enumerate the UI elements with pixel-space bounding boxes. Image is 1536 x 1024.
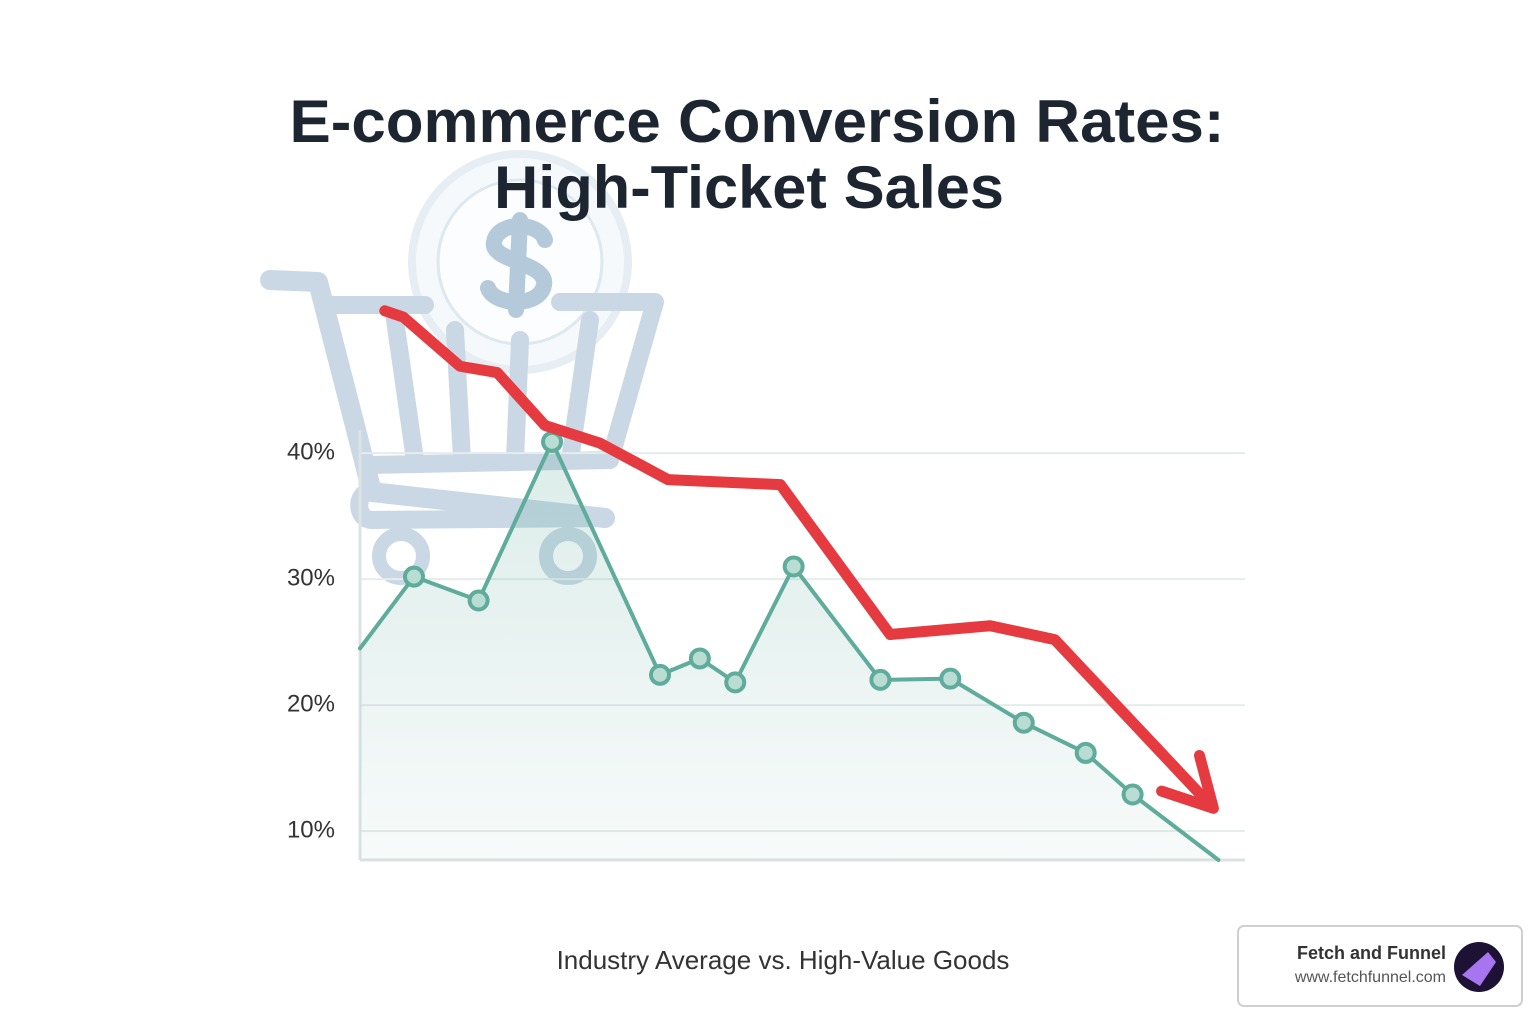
marker — [1121, 783, 1144, 806]
arrow-head — [1156, 750, 1219, 814]
area — [360, 441, 1219, 860]
y-tick-label: 10% — [287, 816, 335, 843]
marker — [939, 667, 962, 690]
line — [358, 439, 1221, 862]
marker — [402, 565, 425, 588]
marker — [649, 663, 672, 686]
marker — [1074, 741, 1097, 764]
chart-title: High-Ticket Sales — [494, 154, 1004, 221]
chart-title: E-commerce Conversion Rates: — [290, 88, 1225, 155]
y-tick-label: 40% — [287, 438, 335, 465]
chart-subtitle: Industry Average vs. High-Value Goods — [557, 945, 1010, 975]
line — [379, 305, 1211, 806]
brand-logo-mark — [1462, 952, 1496, 986]
brand-url: www.fetchfunnel.com — [1294, 969, 1446, 986]
marker — [782, 555, 805, 578]
marker — [724, 671, 747, 694]
brand-name: Fetch and Funnel — [1297, 943, 1446, 963]
brand-box: Fetch and Funnel www.fetchfunnel.com — [1237, 925, 1523, 1007]
marker — [467, 589, 490, 612]
brand-frame — [1237, 925, 1523, 1007]
y-tick-label: 20% — [287, 690, 335, 717]
marker — [869, 668, 892, 691]
marker — [688, 647, 711, 670]
y-tick-label: 30% — [287, 564, 335, 591]
marker — [1012, 711, 1035, 734]
